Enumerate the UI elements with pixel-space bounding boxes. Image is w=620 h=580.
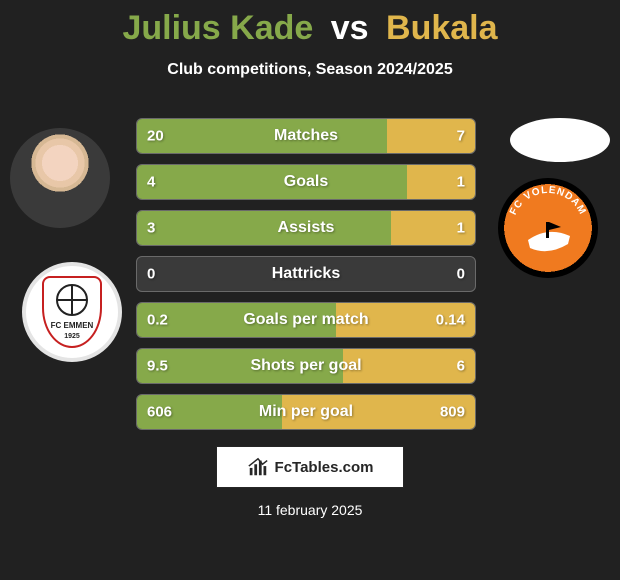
comparison-title: Julius Kade vs Bukala xyxy=(0,0,620,49)
stat-label: Assists xyxy=(137,219,475,237)
stat-row: 41Goals xyxy=(136,164,476,200)
stat-label: Hattricks xyxy=(137,265,475,283)
club-volendam-ring-icon: FC VOLENDAM xyxy=(498,178,598,278)
club-emmen-year: 1925 xyxy=(44,333,100,340)
stat-row: 606809Min per goal xyxy=(136,394,476,430)
club-emmen-shield: FC EMMEN 1925 xyxy=(42,276,102,348)
subtitle: Club competitions, Season 2024/2025 xyxy=(0,61,620,79)
stat-label: Min per goal xyxy=(137,403,475,421)
vs-label: vs xyxy=(331,9,369,47)
player2-club-badge: FC VOLENDAM xyxy=(498,178,598,278)
stat-label: Matches xyxy=(137,127,475,145)
stat-row: 0.20.14Goals per match xyxy=(136,302,476,338)
player1-name: Julius Kade xyxy=(122,9,313,47)
club-emmen-name: FC EMMEN xyxy=(44,321,100,330)
club-volendam-name: FC VOLENDAM xyxy=(508,185,588,217)
stat-row: 207Matches xyxy=(136,118,476,154)
player1-avatar xyxy=(10,128,110,228)
source-badge: FcTables.com xyxy=(216,446,404,488)
svg-text:FC VOLENDAM: FC VOLENDAM xyxy=(508,185,588,217)
player1-club-badge: FC EMMEN 1925 xyxy=(22,262,122,362)
stat-row: 00Hattricks xyxy=(136,256,476,292)
player2-name: Bukala xyxy=(386,9,498,47)
date-label: 11 february 2025 xyxy=(0,502,620,518)
stat-row: 31Assists xyxy=(136,210,476,246)
stat-row: 9.56Shots per goal xyxy=(136,348,476,384)
stat-label: Goals xyxy=(137,173,475,191)
source-site: FcTables.com xyxy=(275,459,374,476)
stats-bars: 207Matches 41Goals 31Assists 00Hattricks 0.2… xyxy=(136,118,476,440)
stat-label: Shots per goal xyxy=(137,357,475,375)
stat-label: Goals per match xyxy=(137,311,475,329)
chart-icon xyxy=(247,456,269,478)
player2-avatar xyxy=(510,118,610,162)
